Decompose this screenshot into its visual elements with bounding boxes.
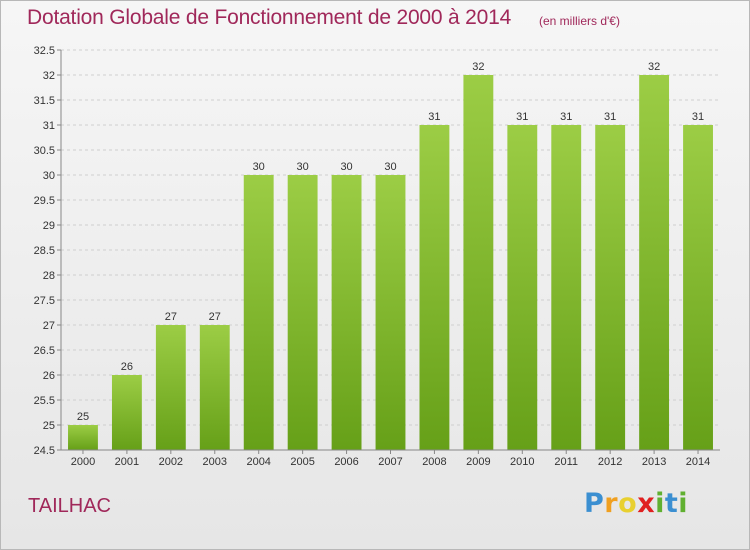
bar [111,375,142,450]
logo-letter: r [604,488,619,519]
chart-title: Dotation Globale de Fonctionnement de 20… [27,6,512,29]
y-tick-label: 26 [43,370,55,382]
bar-value-label: 25 [77,411,89,423]
y-tick-label: 31.5 [34,95,55,107]
x-tick-label: 2014 [686,456,710,468]
bar [243,175,274,450]
y-tick-label: 25.5 [34,395,55,407]
logo-letter: i [678,488,689,519]
x-tick-label: 2003 [203,456,227,468]
bar-value-label: 32 [472,61,484,73]
bars [68,75,713,450]
bar-value-label: 31 [560,111,572,123]
y-tick-label: 28 [43,270,55,282]
bar [639,75,670,450]
y-tick-label: 27 [43,320,55,332]
bar-value-label: 27 [209,311,221,323]
bar [155,325,186,450]
x-tick-label: 2005 [290,456,314,468]
bar-value-label: 30 [253,161,265,173]
y-tick-label: 31 [43,120,55,132]
x-tick-label: 2001 [115,456,139,468]
bar-value-label: 26 [121,361,133,373]
y-tick-label: 25 [43,420,55,432]
bar [463,75,494,450]
bar-value-label: 31 [604,111,616,123]
x-tick-label: 2011 [554,456,578,468]
x-tick-label: 2013 [642,456,666,468]
bar [68,425,98,450]
y-tick-label: 30 [43,170,55,182]
bar-value-label: 32 [648,61,660,73]
x-tick-label: 2009 [466,456,490,468]
y-tick-label: 32.5 [34,45,55,57]
bar-value-label: 30 [384,161,396,173]
bar-value-label: 31 [428,111,440,123]
x-tick-label: 2006 [334,456,358,468]
bar [595,125,626,450]
y-tick-label: 29.5 [34,195,55,207]
logo-letter: i [655,488,665,519]
bar [683,125,713,450]
y-tick-label: 28.5 [34,245,55,257]
x-tick-label: 2008 [422,456,446,468]
bar-value-label: 30 [297,161,309,173]
bar [507,125,538,450]
y-tick-label: 29 [43,220,55,232]
x-tick-label: 2007 [378,456,402,468]
y-tick-label: 24.5 [34,445,55,457]
logo-letter: P [584,488,605,519]
bar-value-label: 31 [692,111,704,123]
labels: 24.5 25 25.5 26 26.5 27 27.5 28 28.5 29 29.5 30 30.5… [34,45,711,468]
bar [331,175,362,450]
bar [551,125,582,450]
bar-value-label: 30 [340,161,352,173]
logo-letter: x [637,488,656,519]
chart-unit-note: (en milliers d'€) [539,14,620,28]
x-tick-label: 2002 [159,456,183,468]
y-tick-label: 26.5 [34,345,55,357]
x-tick-label: 2000 [71,456,95,468]
y-tick-label: 30.5 [34,145,55,157]
bar-value-label: 27 [165,311,177,323]
proxiti-logo[interactable]: Proxiti [584,488,688,519]
logo-letter: o [618,488,638,519]
y-tick-label: 27.5 [34,295,55,307]
bar [419,125,450,450]
commune-name: TAILHAC [28,495,111,517]
bar-value-label: 31 [516,111,528,123]
logo-letter: t [664,488,679,519]
x-tick-label: 2012 [598,456,622,468]
x-tick-label: 2004 [246,456,270,468]
bar [199,325,230,450]
bar [375,175,406,450]
x-tick-label: 2010 [510,456,534,468]
axes [57,49,720,454]
bar [287,175,318,450]
y-tick-label: 32 [43,70,55,82]
